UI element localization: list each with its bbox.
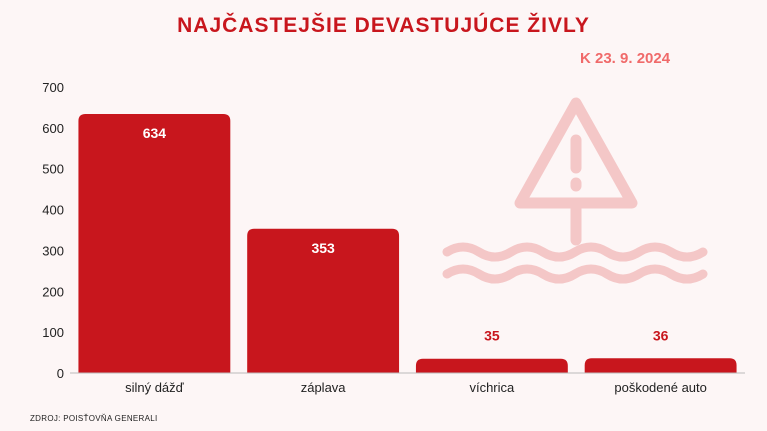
bar	[78, 113, 231, 374]
bar	[415, 358, 568, 373]
data-label: 35	[484, 328, 500, 344]
bar	[247, 228, 400, 373]
y-tick-label: 200	[42, 284, 64, 299]
data-label: 634	[143, 125, 167, 141]
waves-icon	[442, 242, 708, 284]
bar	[584, 358, 737, 373]
category-label: poškodené auto	[614, 380, 707, 395]
category-label: záplava	[301, 380, 347, 395]
chart-title: NAJČASTEJŠIE DEVASTUJÚCE ŽIVLY	[177, 14, 590, 37]
data-label: 353	[311, 240, 335, 256]
y-tick-label: 300	[42, 243, 64, 258]
warning-triangle-icon	[514, 97, 638, 246]
y-tick-label: 600	[42, 121, 64, 136]
y-tick-label: 500	[42, 162, 64, 177]
y-tick-label: 100	[42, 325, 64, 340]
date-label: K 23. 9. 2024	[580, 50, 671, 67]
source-note: ZDROJ: POISŤOVŇA GENERALI	[30, 414, 158, 423]
y-tick-label: 0	[57, 366, 64, 381]
y-tick-label: 700	[42, 80, 64, 95]
data-label: 36	[653, 327, 669, 343]
category-label: silný dážď	[125, 380, 185, 395]
category-label: víchrica	[469, 380, 515, 395]
y-tick-label: 400	[42, 203, 64, 218]
